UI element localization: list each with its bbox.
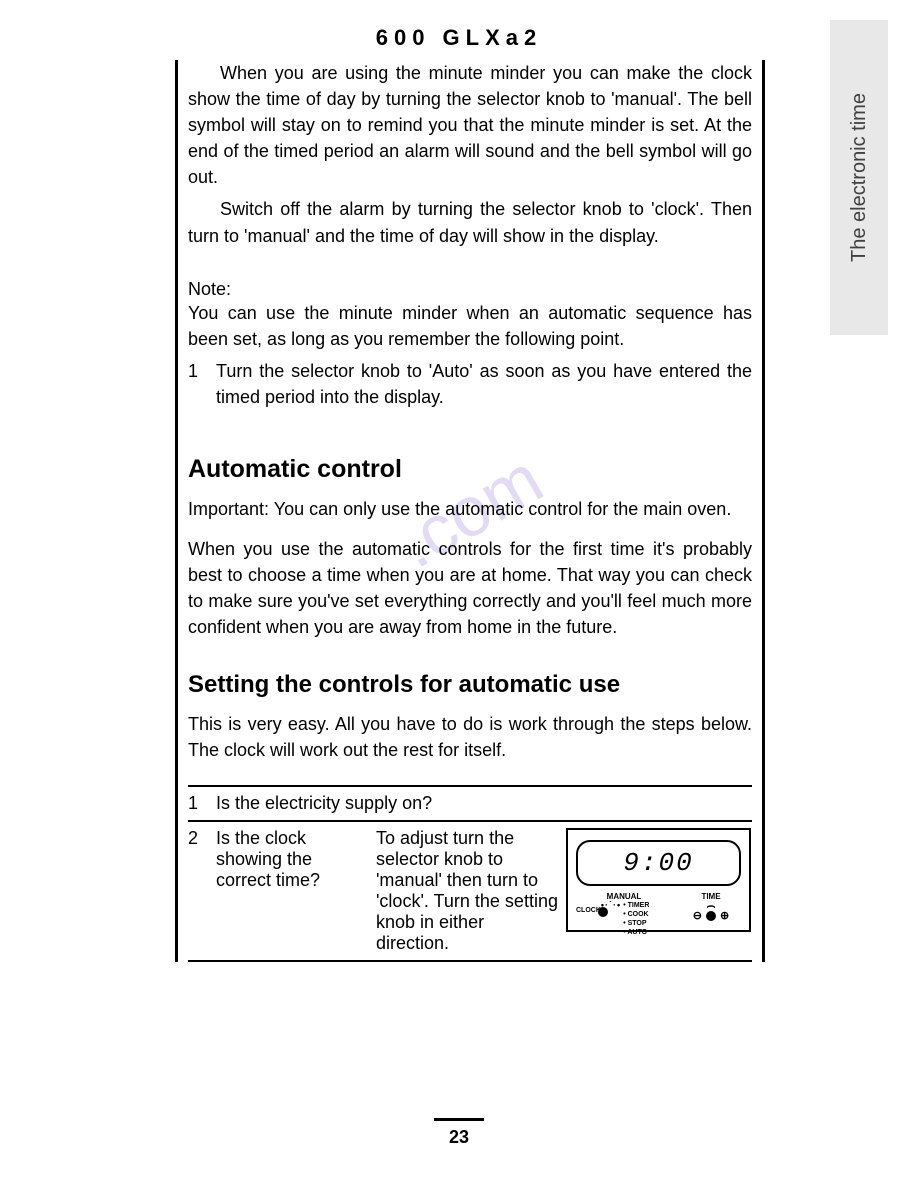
section2-intro: This is very easy. All you have to do is… <box>188 711 752 763</box>
steps-table: 1 Is the electricity supply on? 2 Is the… <box>188 785 752 962</box>
minus-icon: ⊖ <box>693 909 702 922</box>
table-row: 2 Is the clock showing the correct time?… <box>188 822 752 962</box>
content-column: .com When you are using the minute minde… <box>175 60 765 962</box>
clock-panel: 9:00 MANUAL CLOCK •·˙·• • TIMER • COOK <box>566 828 751 932</box>
note-text: You can use the minute minder when an au… <box>188 300 752 352</box>
cook-label: • COOK <box>623 910 649 919</box>
row-figure: 9:00 MANUAL CLOCK •·˙·• • TIMER • COOK <box>566 828 752 954</box>
selector-knob-icon <box>598 907 608 917</box>
note-label: Note: <box>188 279 752 300</box>
auto-label: • AUTO <box>623 928 649 937</box>
row-number: 1 <box>188 793 216 814</box>
time-knob-area: TIME ⌢ ⊖ ⊕ <box>681 892 741 922</box>
row-question: Is the electricity supply on? <box>216 793 432 814</box>
page-number: 23 <box>434 1127 484 1148</box>
paragraph-2: Switch off the alarm by turning the sele… <box>188 196 752 248</box>
table-row: 1 Is the electricity supply on? <box>188 787 752 822</box>
plus-icon: ⊕ <box>720 909 729 922</box>
note-list-item: 1 Turn the selector knob to 'Auto' as so… <box>188 358 752 410</box>
section-automatic-control: Automatic control <box>188 455 752 484</box>
row-answer: To adjust turn the selector knob to 'man… <box>376 828 566 954</box>
row-question: Is the clock showing the correct time? <box>216 828 376 954</box>
page-bar-icon <box>434 1118 484 1121</box>
page-footer: 23 <box>434 1118 484 1148</box>
section-setting-controls: Setting the controls for automatic use <box>188 671 752 699</box>
arc-icon: ⌢ <box>681 901 741 909</box>
auto-paragraph: When you use the automatic controls for … <box>188 536 752 640</box>
stop-label: • STOP <box>623 919 649 928</box>
clock-display: 9:00 <box>576 840 741 886</box>
selector-knob-area: MANUAL CLOCK •·˙·• • TIMER • COOK • STOP… <box>576 892 672 922</box>
timer-label: • TIMER <box>623 901 649 910</box>
clock-controls: MANUAL CLOCK •·˙·• • TIMER • COOK • STOP… <box>576 892 741 922</box>
time-knob-icon <box>706 911 716 921</box>
list-text: Turn the selector knob to 'Auto' as soon… <box>216 358 752 410</box>
header-model: 600 GLXa2 <box>0 0 918 51</box>
important-note: Important: You can only use the automati… <box>188 496 752 522</box>
manual-label: MANUAL <box>576 892 672 901</box>
row-number: 2 <box>188 828 216 954</box>
paragraph-1: When you are using the minute minder you… <box>188 60 752 190</box>
list-number: 1 <box>188 358 216 410</box>
side-tab: The electronic time <box>830 20 888 335</box>
side-tab-label: The electronic time <box>848 93 871 262</box>
